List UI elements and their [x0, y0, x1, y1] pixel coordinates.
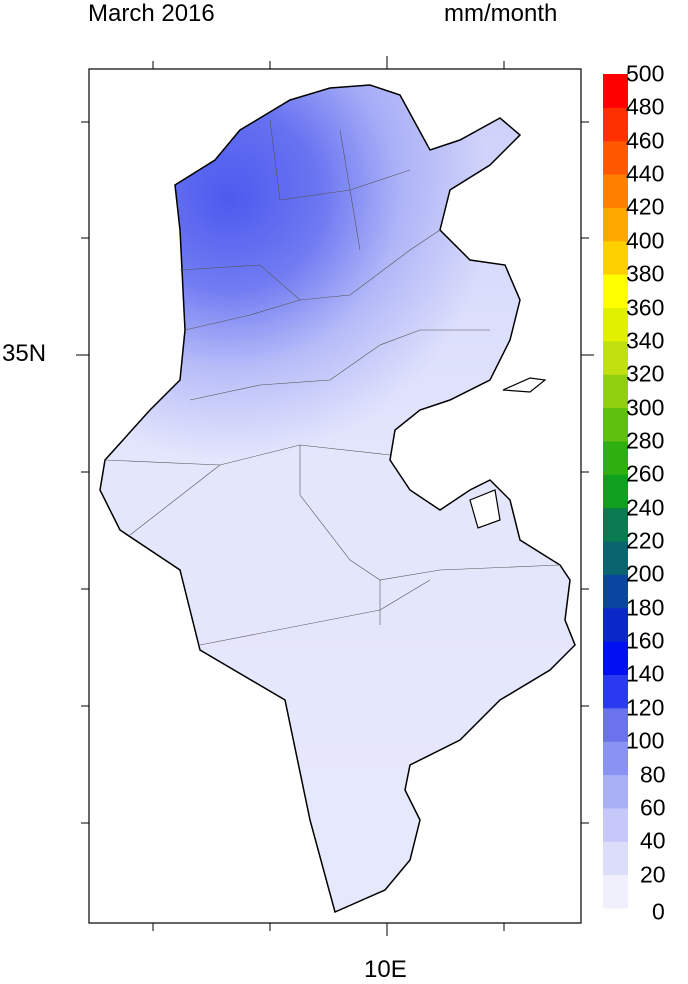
colorbar-label: 360 — [626, 294, 665, 321]
colorbar-swatch — [603, 240, 628, 275]
colorbar-swatch — [603, 774, 628, 809]
colorbar-label: 60 — [640, 794, 666, 821]
colorbar-swatch — [603, 307, 628, 342]
colorbar-swatch — [603, 674, 628, 709]
colorbar-swatch — [603, 741, 628, 776]
colorbar-swatch — [603, 274, 628, 309]
colorbar-swatch — [603, 541, 628, 575]
colorbar-swatch — [603, 807, 628, 842]
colorbar — [603, 74, 628, 909]
islands — [469, 377, 547, 529]
colorbar-label: 220 — [626, 527, 665, 554]
colorbar-swatch — [603, 841, 628, 876]
colorbar-swatch — [603, 107, 628, 142]
map-title: March 2016 — [88, 0, 215, 27]
colorbar-label: 280 — [626, 427, 665, 454]
colorbar-label: 340 — [626, 327, 665, 354]
tick-marks — [76, 56, 594, 936]
colorbar-swatch — [603, 641, 628, 675]
colorbar-swatch — [603, 374, 628, 409]
colorbar-label: 480 — [626, 93, 665, 120]
colorbar-swatch — [603, 707, 628, 742]
colorbar-swatch — [603, 440, 628, 475]
colorbar-label: 260 — [626, 460, 665, 487]
colorbar-swatch — [603, 507, 628, 542]
colorbar-label: 140 — [626, 660, 665, 687]
colorbar-swatch — [603, 407, 628, 442]
colorbar-swatch — [603, 340, 628, 375]
colorbar-label: 200 — [626, 560, 665, 587]
governorate-borders — [104, 119, 561, 646]
latitude-label: 35N — [2, 340, 47, 367]
colorbar-label: 500 — [626, 60, 665, 87]
colorbar-label: 160 — [626, 627, 665, 654]
map-frame — [88, 68, 582, 924]
units-label: mm/month — [444, 0, 558, 27]
colorbar-label: 440 — [626, 160, 665, 187]
colorbar-swatch — [603, 140, 628, 175]
colorbar-label: 400 — [626, 227, 665, 254]
longitude-label: 10E — [364, 956, 407, 983]
colorbar-swatch — [603, 574, 628, 609]
colorbar-label: 20 — [640, 861, 666, 888]
colorbar-swatch — [603, 174, 628, 208]
colorbar-swatch — [603, 207, 628, 242]
colorbar-swatch — [603, 607, 628, 642]
colorbar-swatch — [603, 74, 628, 108]
colorbar-label: 320 — [626, 360, 665, 387]
colorbar-label: 120 — [626, 694, 665, 721]
colorbar-label: 80 — [640, 761, 666, 788]
colorbar-label: 420 — [626, 193, 665, 220]
colorbar-label: 40 — [640, 827, 666, 854]
colorbar-label: 0 — [652, 898, 665, 925]
colorbar-label: 300 — [626, 394, 665, 421]
colorbar-label: 180 — [626, 594, 665, 621]
colorbar-label: 100 — [626, 727, 665, 754]
colorbar-swatch — [603, 474, 628, 509]
colorbar-swatch — [603, 874, 628, 909]
colorbar-label: 240 — [626, 494, 665, 521]
tunisia-precipitation-field — [100, 85, 575, 912]
colorbar-label: 460 — [626, 127, 665, 154]
colorbar-label: 380 — [626, 260, 665, 287]
